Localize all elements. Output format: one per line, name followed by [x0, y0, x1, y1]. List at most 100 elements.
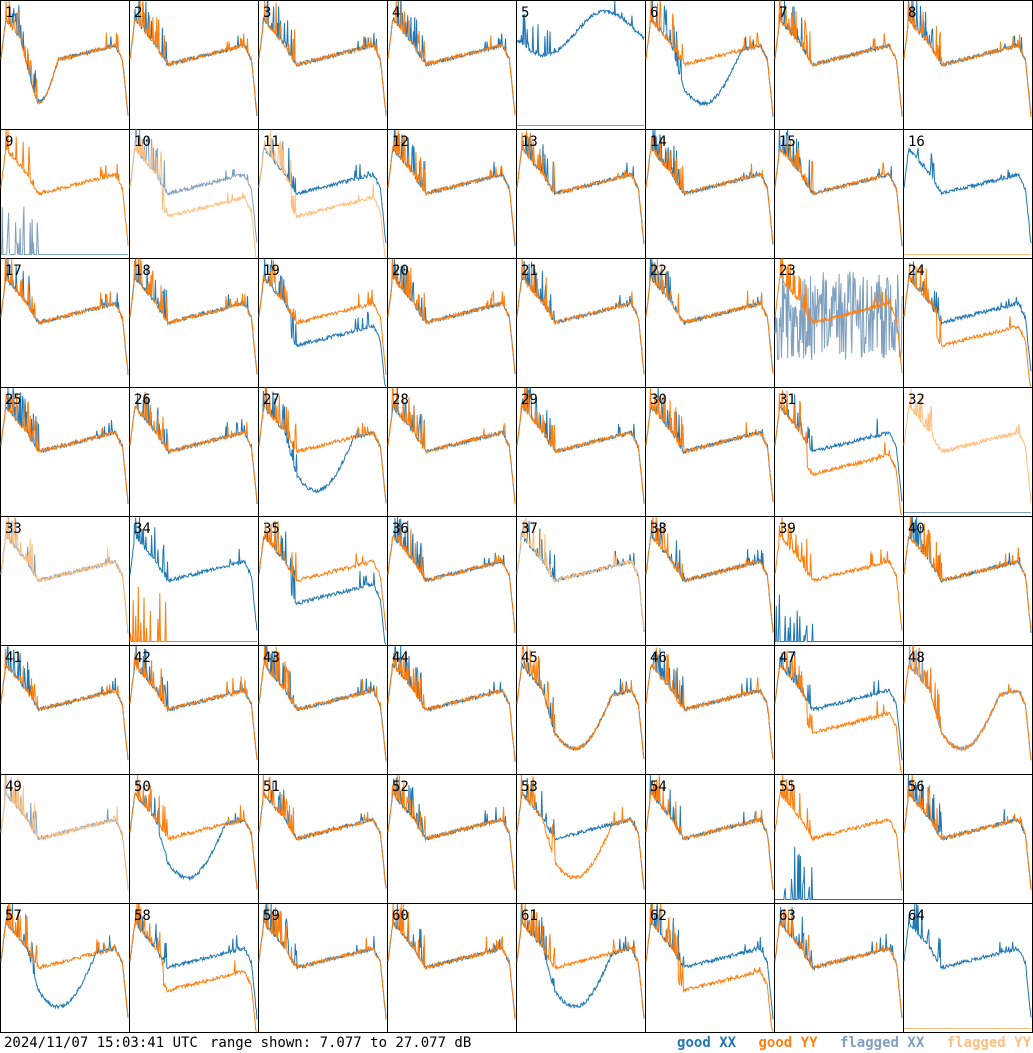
panel: 30 [645, 387, 775, 517]
series-xx-line [774, 271, 903, 361]
series-yy-line [258, 259, 387, 375]
series-yy-line [129, 391, 258, 503]
panel-number: 38 [650, 521, 667, 537]
panel-number: 8 [908, 5, 916, 21]
panel-number: 20 [392, 263, 409, 279]
series-yy-line [258, 130, 386, 258]
panel: 55 [774, 774, 904, 904]
legend-good-xx-prefix: good [677, 1035, 711, 1051]
panel: 63 [774, 903, 904, 1033]
panel: 33 [0, 516, 130, 646]
series-yy-line [387, 386, 516, 505]
panel: 14 [645, 129, 775, 259]
series-xx-line [645, 129, 774, 245]
panel-number: 37 [521, 521, 538, 537]
panel-number: 10 [134, 134, 151, 150]
series-yy-line [516, 516, 645, 631]
series-yy-line [387, 903, 516, 1020]
panel: 5 [516, 0, 646, 130]
series-yy-line [774, 0, 903, 115]
series-yy-line [516, 258, 645, 374]
series-yy-line [0, 393, 129, 502]
panel-number: 2 [134, 5, 142, 21]
series-yy-line [516, 903, 645, 1018]
series-xx-line [775, 594, 902, 642]
series-yy-line [774, 650, 902, 774]
panel-number: 25 [5, 392, 22, 408]
panel-number: 16 [908, 134, 925, 150]
series-yy-line [516, 387, 645, 504]
legend-flagged-yy-prefix: flagged [946, 1035, 1006, 1051]
series-yy-line [0, 129, 129, 246]
panel: 50 [129, 774, 259, 904]
series-yy-line [129, 257, 258, 375]
panel-number: 56 [908, 779, 925, 795]
panel: 15 [774, 129, 904, 259]
panel: 48 [903, 645, 1033, 775]
panel-number: 6 [650, 5, 658, 21]
panel-number: 54 [650, 779, 667, 795]
panel-number: 62 [650, 908, 667, 924]
panel: 31 [774, 387, 904, 517]
panel: 59 [258, 903, 388, 1033]
panel: 17 [0, 258, 130, 388]
panel: 47 [774, 645, 904, 775]
series-yy-line [387, 258, 516, 372]
series-yy-line [129, 0, 258, 115]
series-yy-line [258, 387, 387, 504]
legend-good-xx-pol: XX [719, 1035, 737, 1051]
panel-number: 53 [521, 779, 538, 795]
panel: 64 [903, 903, 1033, 1033]
panel-number: 32 [908, 392, 925, 408]
panel-number: 15 [779, 134, 796, 150]
panel: 10 [129, 129, 259, 259]
panel: 52 [387, 774, 517, 904]
panel-number: 44 [392, 650, 409, 666]
series-yy-line [903, 645, 1032, 760]
panel: 8 [903, 0, 1033, 130]
series-yy-line [774, 390, 902, 516]
panel-frame [516, 0, 646, 130]
panel-number: 36 [392, 521, 409, 537]
series-xx-line [129, 516, 258, 631]
series-yy-line [129, 645, 258, 760]
panel: 28 [387, 386, 517, 517]
panel: 7 [774, 0, 904, 130]
panel: 13 [516, 129, 646, 259]
series-xx-line [387, 0, 516, 115]
panel: 1 [0, 0, 130, 130]
series-yy-line [129, 586, 257, 642]
panel: 45 [516, 645, 646, 775]
panel-number: 28 [392, 392, 409, 408]
series-yy-line [0, 516, 129, 630]
legend-flagged-xx: flagged XX [840, 1035, 924, 1051]
series-yy-line [774, 516, 903, 631]
series-yy-line [645, 774, 774, 890]
legend: good XX good YY flagged XX flagged YY [663, 1035, 1031, 1051]
series-yy-line [516, 130, 645, 245]
panel-number: 51 [263, 779, 280, 795]
series-xx-line [903, 147, 1032, 244]
legend-flagged-xx-pol: XX [907, 1035, 925, 1051]
panel: 9 [0, 129, 130, 259]
panel-number: 35 [263, 521, 280, 537]
panel-number: 41 [5, 650, 22, 666]
series-yy-line [258, 0, 387, 117]
series-yy-line [645, 0, 774, 115]
panel: 29 [516, 387, 646, 517]
panel-number: 3 [263, 5, 271, 21]
panel-number: 26 [134, 392, 151, 408]
panel: 3 [258, 0, 388, 130]
panel: 60 [387, 903, 517, 1033]
panel-number: 55 [779, 779, 796, 795]
series-yy-line [0, 0, 129, 116]
panel: 43 [258, 645, 388, 775]
panel: 20 [387, 258, 517, 388]
panel: 32 [903, 387, 1033, 517]
panel: 22 [645, 258, 775, 388]
series-yy-line [516, 774, 645, 890]
panel: 21 [516, 258, 646, 388]
panel: 26 [129, 387, 259, 517]
series-yy-line [258, 774, 387, 889]
series-xx-line [258, 780, 387, 889]
